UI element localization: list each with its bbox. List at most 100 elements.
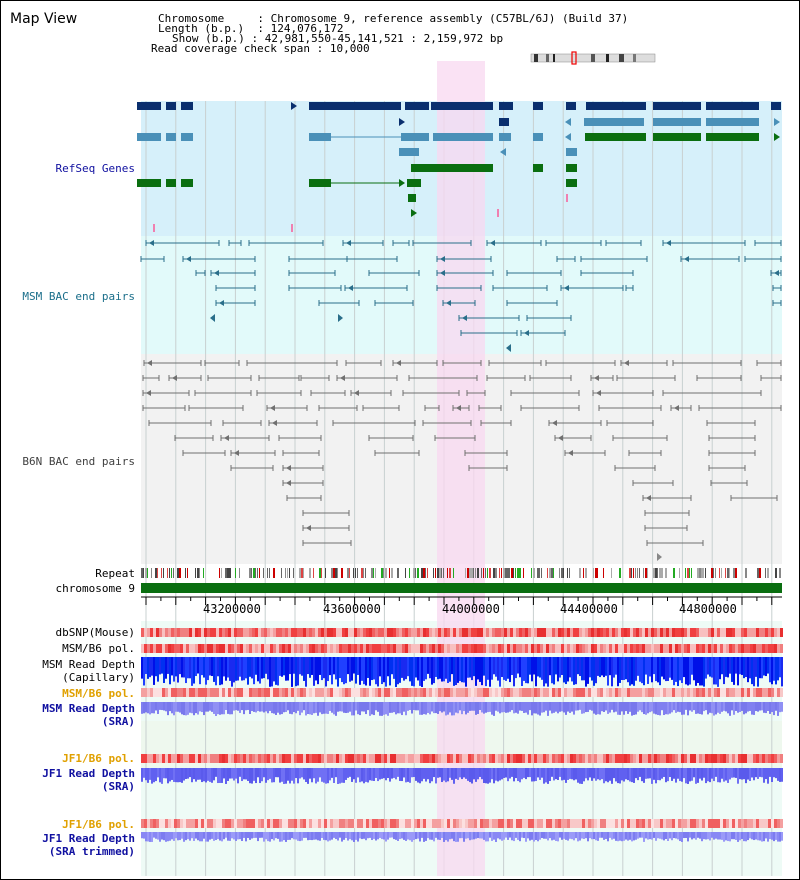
read-depth-bar — [735, 768, 737, 778]
polymorphism-cell — [279, 628, 282, 637]
polymorphism-cell — [165, 644, 168, 653]
polymorphism-cell — [276, 628, 279, 637]
polymorphism-cell — [501, 754, 504, 763]
polymorphism-cell — [492, 819, 495, 828]
polymorphism-cell — [282, 688, 285, 697]
read-depth-bar — [677, 832, 679, 840]
read-depth-bar — [695, 657, 697, 686]
polymorphism-cell — [285, 688, 288, 697]
polymorphism-cell — [705, 628, 708, 637]
polymorphism-cell — [525, 819, 528, 828]
track-label-msm-bac[interactable]: MSM BAC end pairs — [22, 290, 135, 303]
read-depth-bar — [287, 832, 289, 840]
track-label-jf1-b6-pol-1[interactable]: JF1/B6 pol. — [62, 752, 135, 765]
polymorphism-cell — [699, 628, 702, 637]
polymorphism-cell — [474, 628, 477, 637]
read-depth-bar — [445, 768, 447, 783]
header-chromosome: Chromosome : Chromosome 9, reference ass… — [158, 12, 629, 25]
track-label-msm-b6-pol-1[interactable]: MSM/B6 pol. — [62, 642, 135, 655]
polymorphism-cell — [645, 688, 648, 697]
polymorphism-cell — [723, 628, 726, 637]
track-label-msm-depth-sra[interactable]: MSM Read Depth — [42, 702, 135, 715]
polymorphism-cell — [699, 754, 702, 763]
track-label-refseq[interactable]: RefSeq Genes — [55, 162, 135, 175]
read-depth-bar — [699, 702, 701, 715]
polymorphism-cell — [393, 754, 396, 763]
read-depth-bar — [365, 832, 367, 841]
bac-end-arrow — [354, 390, 359, 396]
read-depth-bar — [617, 702, 619, 715]
polymorphism-cell — [777, 688, 780, 697]
gene-feature — [533, 164, 543, 172]
polymorphism-cell — [741, 628, 744, 637]
track-label-jf1-depth-trim[interactable]: JF1 Read Depth — [42, 832, 135, 845]
track-label-jf1-depth-sra[interactable]: JF1 Read Depth — [42, 767, 135, 780]
read-depth-bar — [289, 832, 291, 840]
polymorphism-cell — [228, 628, 231, 637]
read-depth-bar — [713, 832, 715, 840]
polymorphism-cell — [681, 688, 684, 697]
polymorphism-cell — [219, 819, 222, 828]
track-label-chromosome[interactable]: chromosome 9 — [55, 582, 135, 595]
read-depth-bar — [601, 702, 603, 712]
read-depth-bar — [707, 832, 709, 840]
read-depth-bar — [619, 768, 621, 784]
read-depth-bar — [163, 768, 165, 779]
read-depth-bar — [767, 768, 769, 784]
polymorphism-cell — [639, 628, 642, 637]
read-depth-bar — [213, 702, 215, 714]
read-depth-bar — [367, 768, 369, 783]
read-depth-bar — [579, 657, 581, 677]
read-depth-bar — [633, 702, 635, 715]
read-depth-bar — [665, 832, 667, 839]
read-depth-bar — [395, 702, 397, 715]
read-depth-bar — [239, 768, 241, 777]
polymorphism-cell — [330, 754, 333, 763]
track-label-jf1-b6-pol-2[interactable]: JF1/B6 pol. — [62, 818, 135, 831]
read-depth-bar — [319, 768, 321, 778]
polymorphism-cell — [744, 628, 747, 637]
track-label-msm-b6-pol-2[interactable]: MSM/B6 pol. — [62, 687, 135, 700]
read-depth-bar — [465, 702, 467, 715]
read-depth-bar — [767, 702, 769, 712]
read-depth-bar — [605, 702, 607, 711]
polymorphism-cell — [258, 628, 261, 637]
read-depth-bar — [777, 832, 779, 842]
read-depth-bar — [567, 832, 569, 841]
read-depth-bar — [565, 657, 567, 685]
repeat-element — [475, 568, 476, 578]
polymorphism-cell — [528, 819, 531, 828]
repeat-element — [299, 568, 301, 578]
read-depth-bar — [671, 768, 673, 781]
polymorphism-cell — [756, 644, 759, 653]
polymorphism-cell — [177, 688, 180, 697]
polymorphism-cell — [453, 754, 456, 763]
track-label-msm-depth-cap[interactable]: MSM Read Depth — [42, 658, 135, 671]
track-label-repeat[interactable]: Repeat — [95, 567, 135, 580]
read-depth-bar — [567, 657, 569, 682]
read-depth-bar — [283, 702, 285, 713]
read-depth-bar — [731, 768, 733, 778]
read-depth-bar — [339, 768, 341, 784]
polymorphism-cell — [522, 688, 525, 697]
read-depth-bar — [647, 832, 649, 840]
polymorphism-cell — [141, 644, 144, 653]
track-label-dbsnp[interactable]: dbSNP(Mouse) — [55, 626, 135, 639]
repeat-element — [583, 568, 584, 578]
polymorphism-cell — [585, 819, 588, 828]
polymorphism-cell — [477, 644, 480, 653]
track-label-b6n-bac[interactable]: B6N BAC end pairs — [22, 455, 135, 468]
polymorphism-cell — [648, 688, 651, 697]
read-depth-bar — [631, 832, 633, 842]
read-depth-bar — [455, 702, 457, 713]
read-depth-bar — [453, 702, 455, 716]
read-depth-bar — [307, 832, 309, 841]
repeat-element — [699, 568, 701, 578]
read-depth-bar — [739, 657, 741, 675]
read-depth-bar — [201, 702, 203, 713]
polymorphism-cell — [477, 688, 480, 697]
repeat-element — [729, 568, 730, 578]
polymorphism-cell — [288, 644, 291, 653]
read-depth-bar — [525, 832, 527, 842]
